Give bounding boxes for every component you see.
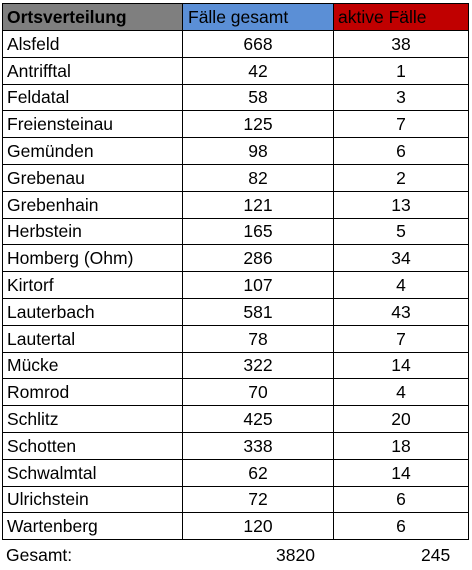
- place-cell: Gemünden: [2, 137, 183, 165]
- total-cases-cell: 286: [182, 244, 334, 273]
- table-row: Romrod 70 4: [2, 378, 469, 407]
- header-active-cases: aktive Fälle: [333, 3, 469, 31]
- table-row: Grebenau 82 2: [2, 163, 469, 192]
- table-row: Schotten 338 18: [2, 431, 469, 460]
- place-cell: Grebenhain: [2, 190, 183, 219]
- active-cases-cell: 6: [333, 137, 469, 165]
- total-cases-cell: 322: [182, 351, 334, 380]
- total-cases-cell: 42: [182, 56, 334, 85]
- place-cell: Schwalmtal: [2, 458, 183, 487]
- active-cases-cell: 6: [333, 485, 469, 514]
- summary-label: Gesamt:: [6, 545, 73, 565]
- total-cases-cell: 107: [182, 271, 334, 299]
- place-cell: Freiensteinau: [2, 110, 183, 139]
- total-cases-cell: 125: [182, 110, 334, 139]
- total-cases-cell: 98: [182, 137, 334, 165]
- place-cell: Lauterbach: [2, 297, 183, 326]
- active-cases-cell: 6: [333, 512, 469, 541]
- place-cell: Kirtorf: [2, 271, 183, 299]
- active-cases-cell: 34: [333, 244, 469, 273]
- table-row: Freiensteinau 125 7: [2, 110, 469, 139]
- summary-active-cases: 245: [421, 545, 451, 565]
- total-cases-cell: 338: [182, 431, 334, 460]
- total-cases-cell: 120: [182, 512, 334, 541]
- total-cases-cell: 82: [182, 163, 334, 192]
- total-cases-cell: 70: [182, 378, 334, 407]
- table-row: Herbstein 165 5: [2, 217, 469, 246]
- place-cell: Romrod: [2, 378, 183, 407]
- header-place: Ortsverteilung: [2, 3, 183, 31]
- total-cases-cell: 58: [182, 83, 334, 112]
- table-row: Wartenberg 120 6: [2, 512, 469, 541]
- header-total-cases: Fälle gesamt: [182, 3, 334, 31]
- summary-total-cases: 3820: [276, 545, 315, 565]
- place-cell: Homberg (Ohm): [2, 244, 183, 273]
- active-cases-cell: 20: [333, 405, 469, 433]
- place-cell: Mücke: [2, 351, 183, 380]
- total-cases-cell: 668: [182, 30, 334, 58]
- place-cell: Antrifftal: [2, 56, 183, 85]
- table-row: Kirtorf 107 4: [2, 271, 469, 299]
- table-row: Feldatal 58 3: [2, 83, 469, 112]
- active-cases-cell: 1: [333, 56, 469, 85]
- header-row: Ortsverteilung Fälle gesamt aktive Fälle: [2, 3, 469, 31]
- active-cases-cell: 38: [333, 30, 469, 58]
- total-cases-cell: 78: [182, 324, 334, 353]
- place-cell: Wartenberg: [2, 512, 183, 541]
- active-cases-cell: 7: [333, 324, 469, 353]
- summary-row: Gesamt: 3820 245: [0, 545, 472, 569]
- place-cell: Alsfeld: [2, 30, 183, 58]
- active-cases-cell: 13: [333, 190, 469, 219]
- table-row: Lautertal 78 7: [2, 324, 469, 353]
- place-cell: Ulrichstein: [2, 485, 183, 514]
- place-cell: Lautertal: [2, 324, 183, 353]
- total-cases-cell: 581: [182, 297, 334, 326]
- active-cases-cell: 2: [333, 163, 469, 192]
- table-row: Mücke 322 14: [2, 351, 469, 380]
- table-row: Alsfeld 668 38: [2, 30, 469, 58]
- active-cases-cell: 7: [333, 110, 469, 139]
- active-cases-cell: 4: [333, 271, 469, 299]
- place-cell: Grebenau: [2, 163, 183, 192]
- total-cases-cell: 72: [182, 485, 334, 514]
- total-cases-cell: 121: [182, 190, 334, 219]
- case-distribution-table: Ortsverteilung Fälle gesamt aktive Fälle…: [2, 3, 469, 541]
- active-cases-cell: 4: [333, 378, 469, 407]
- table-row: Schwalmtal 62 14: [2, 458, 469, 487]
- active-cases-cell: 3: [333, 83, 469, 112]
- place-cell: Schlitz: [2, 405, 183, 433]
- table-body: Alsfeld 668 38 Antrifftal 42 1 Feldatal 58 3 Frei…: [2, 30, 469, 541]
- active-cases-cell: 14: [333, 351, 469, 380]
- place-cell: Feldatal: [2, 83, 183, 112]
- place-cell: Schotten: [2, 431, 183, 460]
- table-row: Schlitz 425 20: [2, 405, 469, 433]
- total-cases-cell: 165: [182, 217, 334, 246]
- place-cell: Herbstein: [2, 217, 183, 246]
- total-cases-cell: 425: [182, 405, 334, 433]
- total-cases-cell: 62: [182, 458, 334, 487]
- table-row: Lauterbach 581 43: [2, 297, 469, 326]
- table-row: Ulrichstein 72 6: [2, 485, 469, 514]
- table-row: Gemünden 98 6: [2, 137, 469, 165]
- active-cases-cell: 5: [333, 217, 469, 246]
- table-row: Antrifftal 42 1: [2, 56, 469, 85]
- table-row: Homberg (Ohm) 286 34: [2, 244, 469, 273]
- table-row: Grebenhain 121 13: [2, 190, 469, 219]
- case-distribution-sheet: Ortsverteilung Fälle gesamt aktive Fälle…: [2, 3, 469, 541]
- active-cases-cell: 43: [333, 297, 469, 326]
- active-cases-cell: 18: [333, 431, 469, 460]
- active-cases-cell: 14: [333, 458, 469, 487]
